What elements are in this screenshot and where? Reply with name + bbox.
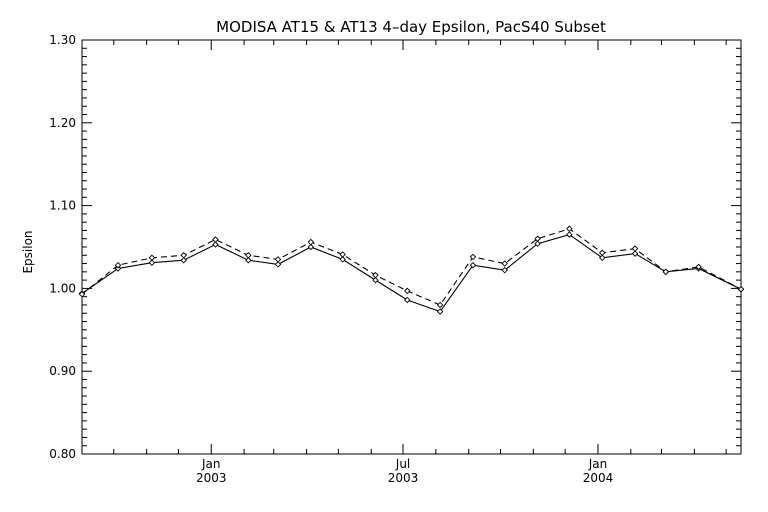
solid-series-point [274,261,282,268]
series-solid-line [81,233,742,313]
dashed-series-point [212,236,219,243]
solid-series-point [148,259,156,266]
solid-series-point [436,308,444,315]
dashed-series-point [372,271,379,279]
solid-series-point [598,254,606,262]
plot-frame [81,39,742,455]
solid-series-point [631,250,639,257]
series-layer [78,225,745,315]
solid-series-point [307,243,315,251]
x-tick-label-year: 2003 [196,471,227,485]
solid-series-point [469,261,477,269]
dashed-series-point [148,254,156,262]
x-tick-label-year: 2003 [388,471,419,485]
y-axis-label: Epsilon [21,230,35,273]
solid-series-point [404,296,411,304]
solid-series-point [180,257,187,264]
dashed-series-point [631,245,639,252]
dashed-series-point [737,285,745,293]
dashed-series-point [339,251,346,258]
dashed-series-point [274,256,282,263]
dashed-series-point [78,290,86,298]
solid-series-point [501,266,508,274]
solid-series-point [212,241,219,248]
x-tick-label-month: Jul [395,457,410,471]
solid-series-point [534,240,541,247]
y-tick-label: 1.00 [49,281,76,295]
y-tick-label: 0.90 [49,364,76,378]
solid-series-point [566,231,573,238]
dashed-series-point [566,225,573,233]
series-dashed-line [81,228,742,306]
x-tick-label-month: Jan [588,457,608,471]
solid-series-point [339,256,346,263]
axes: 0.800.901.001.101.201.30Jan2003Jul2003Ja… [49,33,741,485]
dashed-series-point [436,301,444,309]
x-tick-label-year: 2004 [583,471,614,485]
dashed-series-point [598,249,606,257]
y-tick-label: 1.30 [49,33,76,47]
dashed-series-point [404,287,411,295]
solid-series-point [114,265,122,272]
y-tick-label: 1.20 [49,116,76,130]
x-tick-label-month: Jan [201,457,221,471]
dashed-series-point [307,238,315,246]
chart-title: MODISA AT15 & AT13 4–day Epsilon, PacS40… [216,18,606,36]
y-tick-label: 0.80 [49,447,76,461]
dashed-series-point [534,235,541,242]
solid-series-point [245,257,252,264]
y-tick-label: 1.10 [49,199,76,213]
dashed-series-point [245,252,252,259]
dashed-series-point [501,260,508,267]
dashed-series-point [662,268,670,276]
solid-series-point [372,276,379,284]
dashed-series-point [180,252,187,259]
dashed-series-point [114,261,122,269]
dashed-series-point [469,253,477,261]
dashed-series-point [695,263,702,271]
